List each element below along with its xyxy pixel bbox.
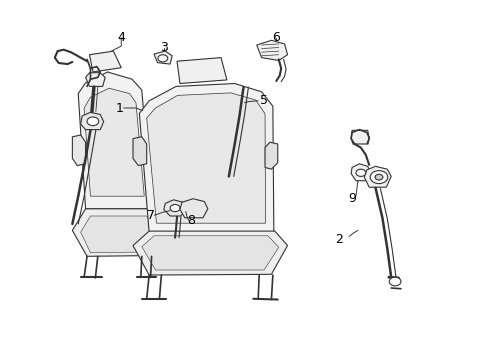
Polygon shape <box>85 73 105 86</box>
Polygon shape <box>256 40 287 60</box>
Circle shape <box>374 174 382 180</box>
Polygon shape <box>163 200 185 216</box>
Circle shape <box>355 169 365 176</box>
Polygon shape <box>180 199 207 218</box>
Text: 7: 7 <box>146 209 154 222</box>
Polygon shape <box>139 84 273 232</box>
Polygon shape <box>81 112 103 130</box>
Text: 5: 5 <box>260 94 267 107</box>
Polygon shape <box>350 130 368 144</box>
Polygon shape <box>350 164 370 181</box>
Circle shape <box>87 117 99 126</box>
Polygon shape <box>72 209 163 256</box>
Polygon shape <box>146 93 265 223</box>
Text: 8: 8 <box>186 214 194 227</box>
Polygon shape <box>154 51 172 64</box>
Polygon shape <box>264 142 277 169</box>
Polygon shape <box>81 216 156 253</box>
Polygon shape <box>142 236 278 270</box>
Circle shape <box>388 277 400 286</box>
Text: 1: 1 <box>116 102 123 114</box>
Polygon shape <box>133 231 287 275</box>
Polygon shape <box>78 72 151 209</box>
Circle shape <box>369 171 387 184</box>
Text: 3: 3 <box>160 41 167 54</box>
Circle shape <box>170 204 180 212</box>
Polygon shape <box>72 135 85 166</box>
Polygon shape <box>177 58 226 84</box>
Polygon shape <box>133 137 146 166</box>
Polygon shape <box>84 88 144 196</box>
Text: 4: 4 <box>117 31 125 44</box>
Text: 9: 9 <box>347 192 355 204</box>
Circle shape <box>158 55 167 62</box>
Polygon shape <box>89 51 121 72</box>
Text: 6: 6 <box>272 31 280 44</box>
Text: 2: 2 <box>335 233 343 246</box>
Polygon shape <box>364 166 390 187</box>
